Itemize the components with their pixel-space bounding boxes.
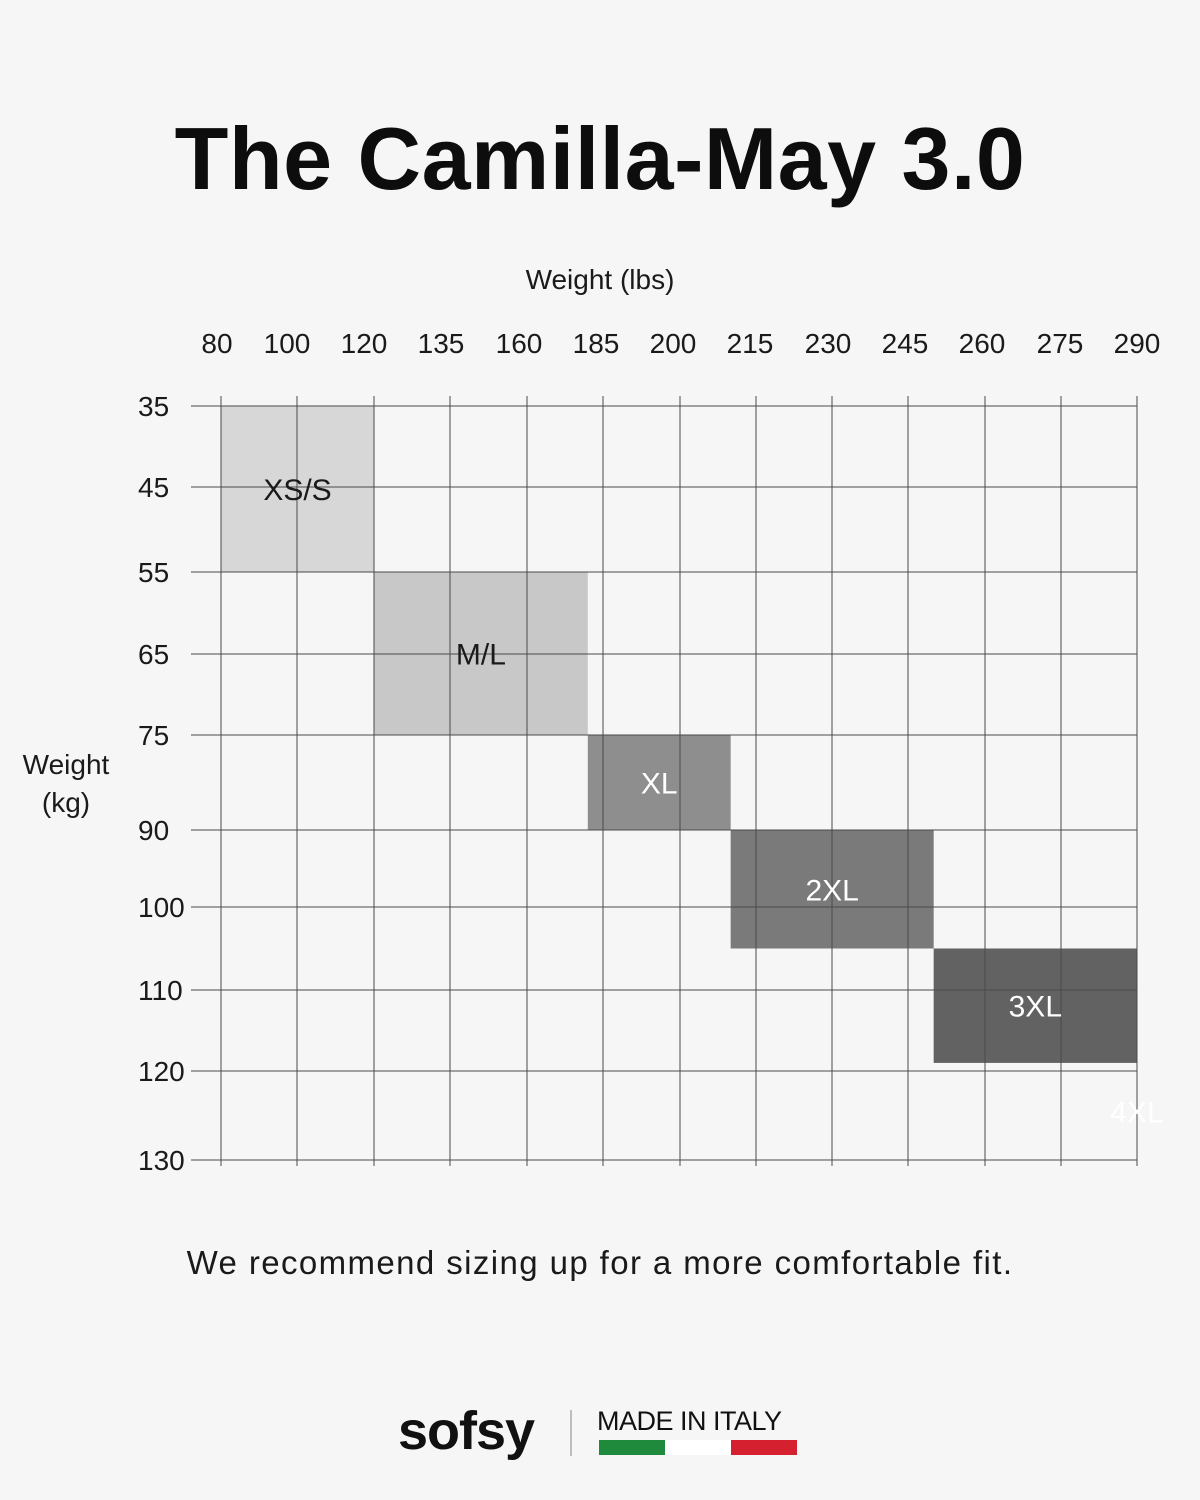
y-tick-label: 75 — [138, 720, 169, 751]
size-label: 4XL — [1110, 1096, 1163, 1129]
x-tick-label: 135 — [418, 328, 465, 359]
x-tick-label: 215 — [727, 328, 774, 359]
x-tick-label: 200 — [650, 328, 697, 359]
x-axis-title: Weight (lbs) — [525, 264, 675, 295]
y-tick-label: 100 — [138, 892, 185, 923]
x-tick-label: 290 — [1114, 328, 1161, 359]
size-label: M/L — [456, 639, 506, 672]
y-tick-label: 45 — [138, 472, 169, 503]
x-tick-label: 160 — [496, 328, 543, 359]
chart-title: The Camilla-May 3.0 — [174, 109, 1026, 208]
x-tick-label: 185 — [573, 328, 620, 359]
size-block-3xl — [933, 948, 1137, 1063]
y-tick-label: 130 — [138, 1145, 185, 1176]
size-label: XL — [641, 768, 678, 801]
x-tick-label: 100 — [264, 328, 311, 359]
flag-green-stripe — [599, 1440, 665, 1455]
y-tick-label: 120 — [138, 1056, 185, 1087]
x-tick-label: 80 — [201, 328, 232, 359]
flag-white-stripe — [665, 1440, 731, 1455]
brand-divider — [570, 1410, 572, 1456]
size-block-xl — [587, 735, 731, 830]
size-label: XS/S — [263, 474, 331, 507]
y-tick-label: 110 — [138, 975, 183, 1006]
x-tick-label: 245 — [882, 328, 929, 359]
y-tick-label: 65 — [138, 639, 169, 670]
x-tick-label: 230 — [805, 328, 852, 359]
x-tick-label: 260 — [959, 328, 1006, 359]
y-axis-title-line-2: (kg) — [41, 787, 91, 818]
size-chart: XS/S M/L XL 2XL 3XL 4XL 80 100 120 135 160 185 200 21… — [138, 328, 1163, 1176]
brand-logo: sofsy — [398, 1401, 535, 1461]
made-in-italy-label: MADE IN ITALY — [597, 1406, 782, 1436]
y-tick-label: 90 — [138, 815, 169, 846]
size-label: 3XL — [1009, 991, 1062, 1024]
y-axis-title: Weight (kg) — [8, 746, 124, 822]
y-axis-title-line-1: Weight — [22, 749, 110, 780]
sizing-recommendation: We recommend sizing up for a more comfor… — [186, 1244, 1014, 1281]
y-tick-label: 35 — [138, 391, 169, 422]
size-label: 2XL — [805, 874, 858, 907]
flag-red-stripe — [731, 1440, 797, 1455]
x-tick-label: 120 — [341, 328, 388, 359]
x-tick-label: 275 — [1037, 328, 1084, 359]
italian-flag-icon — [599, 1440, 797, 1455]
y-tick-label: 55 — [138, 557, 169, 588]
